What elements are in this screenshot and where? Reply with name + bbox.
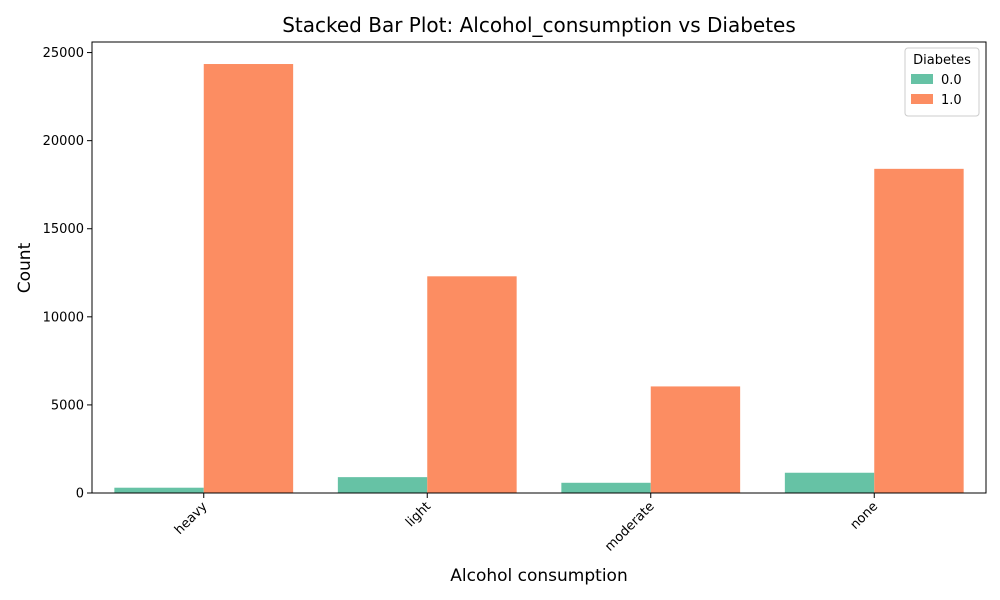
x-tick-label: moderate [602, 499, 657, 554]
bar-none-series-1 [874, 168, 964, 493]
legend-swatch [911, 74, 933, 84]
legend-label: 0.0 [941, 73, 962, 88]
legend-swatch [911, 94, 933, 104]
y-tick-label: 25000 [43, 46, 84, 61]
legend-label: 1.0 [941, 93, 962, 108]
y-tick-label: 0 [76, 487, 84, 502]
bar-moderate-series-1 [650, 386, 741, 493]
y-tick-label: 5000 [51, 398, 84, 413]
bar-heavy-series-1 [203, 64, 294, 494]
plot-area: 0 5000 10000 15000 20000 25000 heavy light moder… [43, 41, 987, 555]
y-tick-label: 10000 [43, 310, 84, 325]
chart-title: Stacked Bar Plot: Alcohol_consumption vs… [282, 13, 796, 37]
y-axis-title: Count [15, 242, 35, 293]
legend-title: Diabetes [913, 53, 971, 68]
axes-frame [91, 41, 987, 494]
bar-heavy-series-0 [114, 487, 204, 493]
x-tick-label: none [848, 499, 882, 533]
bar-light-series-1 [427, 276, 517, 493]
bar-moderate-series-0 [561, 482, 651, 493]
bar-light-series-0 [337, 477, 428, 493]
y-tick-label: 20000 [43, 134, 84, 149]
x-axis-title: Alcohol consumption [450, 566, 627, 586]
bar-none-series-0 [784, 472, 875, 493]
y-tick-label: 15000 [43, 222, 84, 237]
legend: Diabetes 0.0 1.0 [904, 47, 980, 117]
x-tick-label: heavy [172, 499, 211, 538]
x-tick-label: light [403, 499, 434, 530]
